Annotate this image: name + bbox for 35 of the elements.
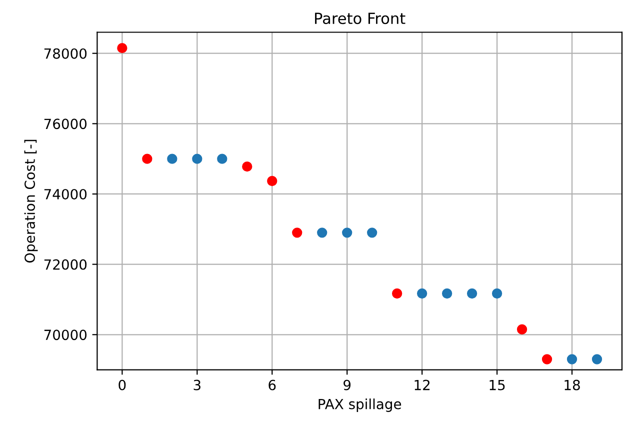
point xyxy=(516,324,528,334)
y-tick-label: 76000 xyxy=(44,118,87,130)
point xyxy=(192,154,202,164)
point xyxy=(492,288,502,299)
x-tick-label: 15 xyxy=(490,380,505,390)
point xyxy=(117,42,128,54)
y-tick-label: 72000 xyxy=(44,259,87,270)
point xyxy=(542,354,552,364)
point xyxy=(366,228,378,238)
point xyxy=(242,161,252,172)
point xyxy=(566,354,578,364)
x-axis-title: PAX spillage xyxy=(318,398,402,412)
point xyxy=(317,228,328,238)
point xyxy=(167,154,178,164)
point xyxy=(416,288,428,299)
x-tick-label: 9 xyxy=(344,380,351,390)
y-tick-label: 74000 xyxy=(44,188,87,200)
point xyxy=(442,288,452,299)
y-axis-title: Operation Cost [-] xyxy=(24,140,38,263)
chart-title: Pareto Front xyxy=(315,12,406,24)
x-tick-label: 6 xyxy=(268,380,276,390)
y-tick-label: 78000 xyxy=(44,48,87,59)
point xyxy=(267,176,278,186)
x-tick-label: 12 xyxy=(414,380,430,390)
x-tick-label: 3 xyxy=(194,380,200,390)
point xyxy=(217,154,228,164)
point xyxy=(342,228,352,238)
x-tick-label: 0 xyxy=(118,380,126,390)
y-tick-label: 70000 xyxy=(44,330,87,340)
point xyxy=(292,228,302,238)
point xyxy=(466,288,478,299)
point xyxy=(592,354,602,364)
x-tick-label: 18 xyxy=(564,380,580,390)
point xyxy=(142,154,152,164)
point xyxy=(392,288,402,299)
